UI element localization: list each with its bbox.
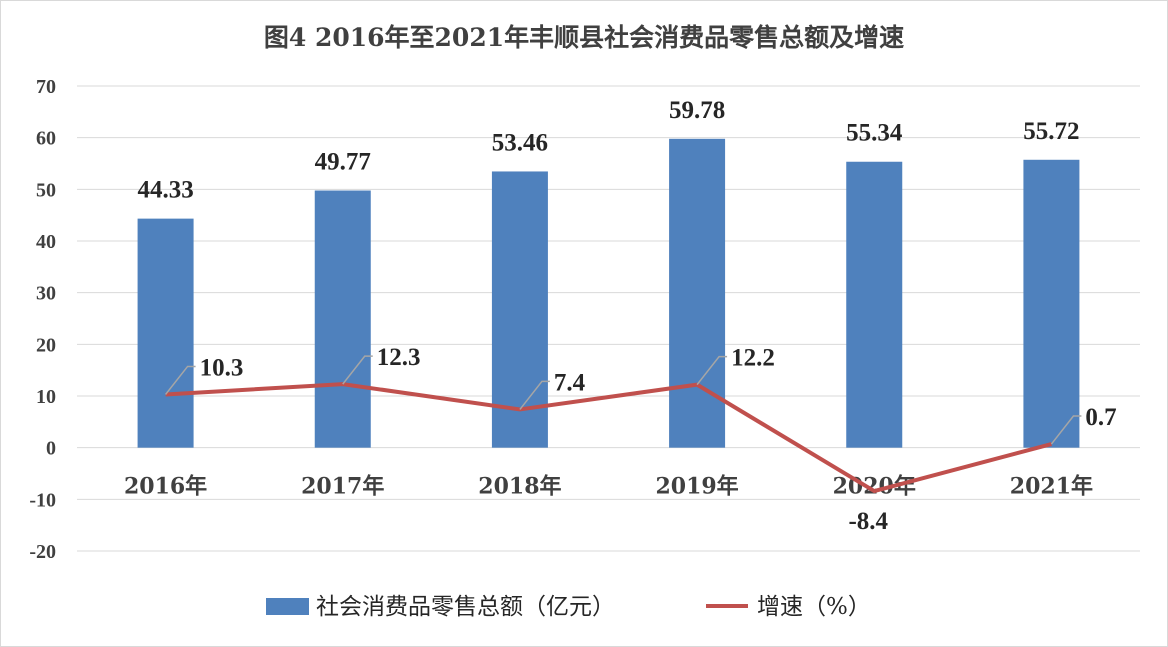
y-tick-label: 40 <box>36 231 56 253</box>
x-tick-label: 2020年 <box>833 474 916 500</box>
y-tick-label: -20 <box>29 541 56 563</box>
growth-series-line <box>165 382 1052 494</box>
bar-value-label: 59.78 <box>669 97 725 124</box>
label-leader-line <box>342 355 373 385</box>
label-leader-line <box>519 380 550 410</box>
y-tick-label: 0 <box>46 438 56 460</box>
label-leader-line <box>164 365 196 395</box>
growth-line <box>165 382 1052 494</box>
label-leader-line <box>1050 415 1082 445</box>
bar-value-label: 44.33 <box>137 177 193 204</box>
gridlines <box>77 85 1140 552</box>
bar <box>491 171 548 448</box>
bar <box>669 138 726 448</box>
line-value-label: 10.3 <box>200 354 244 381</box>
bar <box>314 190 371 448</box>
bar <box>846 161 903 448</box>
y-tick-label: 60 <box>36 128 56 150</box>
x-tick-label: 2021年 <box>1010 474 1093 500</box>
x-axis-ticks: 2016年 2017年 2018年 2019年 2020年 2021年 <box>124 474 1093 500</box>
y-tick-label: 70 <box>36 76 56 98</box>
x-tick-label: 2018年 <box>478 474 561 500</box>
line-value-label: 7.4 <box>554 369 586 396</box>
legend-bar-label: 社会消费品零售总额（亿元） <box>316 594 615 620</box>
y-tick-label: 30 <box>36 283 56 305</box>
y-tick-label: 20 <box>36 334 56 356</box>
bar-value-label: 49.77 <box>315 149 371 176</box>
line-value-label: -8.4 <box>848 508 888 535</box>
label-leader-line <box>696 355 728 386</box>
bar-value-label: 53.46 <box>492 129 548 156</box>
legend-line-label: 增速（%） <box>757 594 871 620</box>
chart-title: 图4 2016年至2021年丰顺县社会消费品零售总额及增速 <box>264 23 904 52</box>
y-tick-label: 50 <box>36 179 56 201</box>
y-tick-label: 10 <box>36 386 56 408</box>
bar <box>137 218 194 448</box>
line-value-label: 12.2 <box>731 345 775 372</box>
y-tick-label: -10 <box>29 489 56 511</box>
bar-value-label: 55.72 <box>1023 118 1079 145</box>
bars <box>137 138 1080 448</box>
legend-bar-swatch <box>266 598 309 615</box>
line-value-label: 12.3 <box>377 344 421 371</box>
legend: 社会消费品零售总额（亿元） 增速（%） <box>266 594 871 620</box>
bar <box>1023 159 1080 448</box>
data-labels: 44.33 49.77 53.46 59.78 55.34 55.72 10.3 12.3 7.… <box>137 97 1116 535</box>
x-tick-label: 2016年 <box>124 474 207 500</box>
line-value-label: 0.7 <box>1085 404 1116 431</box>
y-axis-ticks: 70 60 50 40 30 20 10 0 -10 -20 <box>29 76 56 563</box>
bar-value-label: 55.34 <box>846 120 903 147</box>
x-tick-label: 2017年 <box>301 474 384 500</box>
x-tick-label: 2019年 <box>655 474 738 500</box>
